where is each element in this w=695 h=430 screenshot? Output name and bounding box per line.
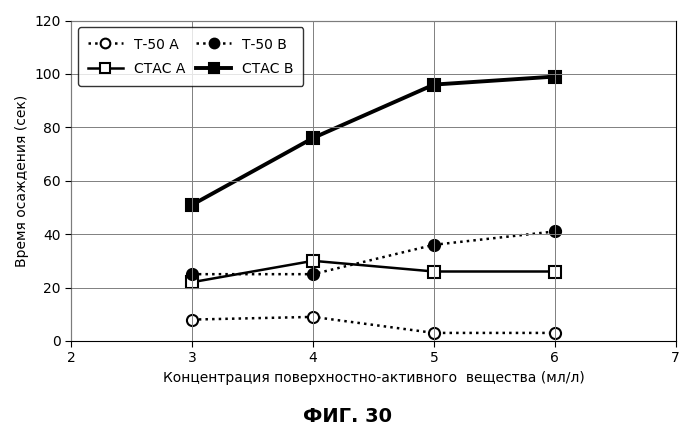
Legend: Т-50 А, СТАС А, Т-50 В, СТАС В: Т-50 А, СТАС А, Т-50 В, СТАС В — [79, 28, 304, 86]
Y-axis label: Время осаждения (сек): Время осаждения (сек) — [15, 95, 29, 267]
X-axis label: Концентрация поверхностно-активного  вещества (мл/л): Концентрация поверхностно-активного веще… — [163, 371, 584, 385]
Text: ФИГ. 30: ФИГ. 30 — [303, 407, 392, 426]
